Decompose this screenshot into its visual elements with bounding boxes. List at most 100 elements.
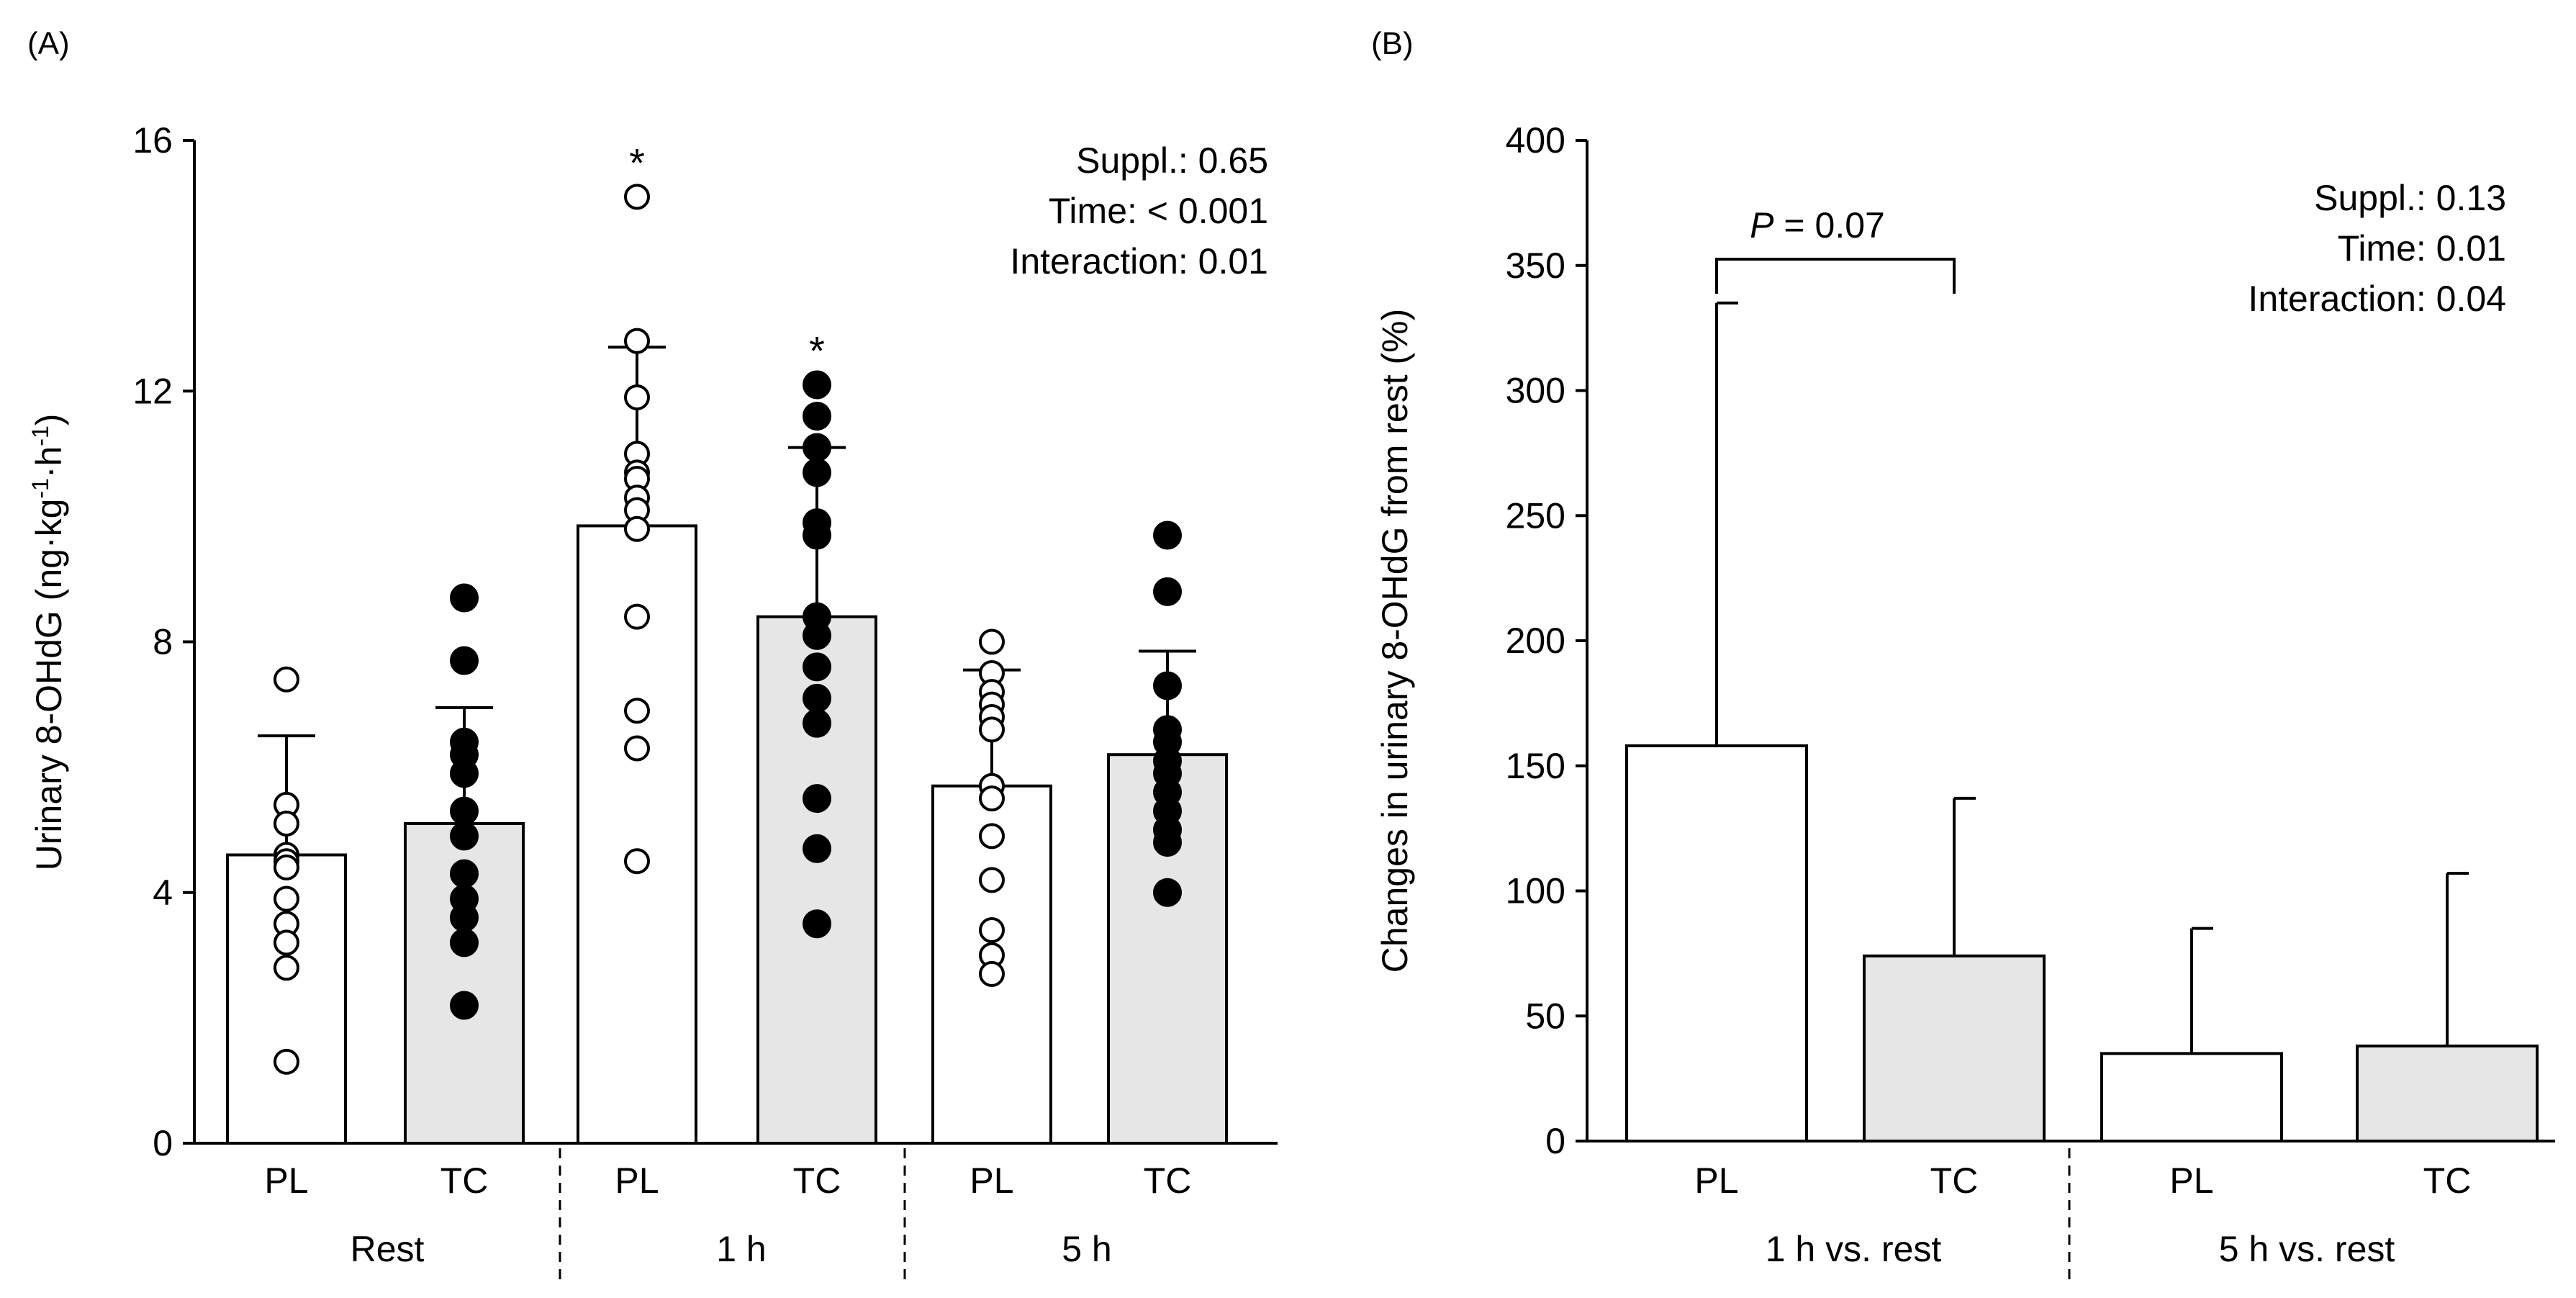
data-point — [274, 810, 299, 837]
y-tick-label: 4 — [153, 873, 173, 913]
data-point — [803, 621, 831, 650]
data-point — [979, 867, 1005, 893]
y-tick-label: 400 — [1506, 120, 1565, 161]
data-point — [450, 646, 479, 675]
panel-b-y-ticks: 0 50 100 150 200 250 300 350 400 — [1506, 120, 1587, 1161]
y-tick-label: 150 — [1506, 746, 1565, 786]
data-point — [624, 515, 650, 542]
data-point — [624, 384, 650, 410]
data-point — [979, 628, 1005, 655]
x-category-label: PL — [970, 1160, 1013, 1201]
bar — [2356, 1044, 2539, 1142]
x-category-label: PL — [264, 1160, 308, 1201]
data-point — [624, 328, 650, 354]
panel-b-marks — [1625, 258, 2539, 1142]
data-point — [450, 759, 479, 788]
y-tick-label: 0 — [153, 1123, 173, 1163]
data-point — [274, 885, 299, 912]
panel-b-stat-suppl: Suppl.: 0.13 — [2314, 178, 2506, 218]
data-point — [979, 916, 1005, 943]
y-tick-label: 50 — [1525, 996, 1565, 1036]
y-tick-label: 300 — [1506, 371, 1565, 411]
data-point — [450, 903, 479, 932]
data-point — [1153, 520, 1182, 550]
x-category-label: TC — [793, 1160, 841, 1201]
data-point — [803, 784, 831, 813]
data-point — [274, 955, 299, 981]
data-point — [979, 823, 1005, 849]
panel-b-x-categories: PL TC PL TC — [1694, 1160, 2471, 1201]
y-tick-label: 8 — [153, 622, 173, 662]
data-point — [979, 716, 1005, 743]
x-category-label: TC — [1930, 1160, 1979, 1201]
data-point — [450, 859, 479, 888]
y-tick-label: 200 — [1506, 621, 1565, 661]
data-point — [803, 433, 831, 462]
significance-bracket-label: P = 0.07 — [1750, 205, 1885, 245]
data-point — [1153, 671, 1182, 700]
bar — [1863, 954, 2046, 1142]
x-category-label: TC — [1144, 1160, 1192, 1201]
significance-bracket — [1715, 258, 1956, 294]
data-point — [1153, 878, 1182, 907]
panel-a-y-ticks: 0 4 8 12 16 — [132, 120, 194, 1163]
x-category-label: PL — [1694, 1160, 1738, 1201]
panel-a-group-1h: 1 h — [716, 1229, 767, 1269]
x-category-label: PL — [2169, 1160, 2213, 1201]
data-point — [803, 402, 831, 431]
data-point — [624, 735, 650, 762]
data-point — [979, 960, 1005, 987]
bar — [2100, 1052, 2283, 1142]
panel-a-stat-interaction: Interaction: 0.01 — [1010, 241, 1268, 281]
data-point — [803, 683, 831, 713]
x-category-label: TC — [440, 1160, 489, 1201]
data-point — [274, 929, 299, 956]
data-point — [274, 854, 299, 880]
data-point — [274, 1048, 299, 1075]
panel-b: (B) 0 50 100 150 200 250 300 350 400 PL TC PL TC 1 … — [1371, 26, 2555, 1281]
panel-a-marks: ** — [226, 140, 1228, 1145]
x-category-label: PL — [615, 1160, 659, 1201]
data-point — [803, 708, 831, 738]
panel-b-stat-time: Time: 0.01 — [2338, 228, 2506, 269]
data-point — [450, 821, 479, 851]
panel-b-y-axis-label: Changes in urinary 8-OHdG from rest (%) — [1375, 309, 1415, 973]
data-point — [450, 583, 479, 613]
y-tick-label: 250 — [1506, 495, 1565, 536]
data-point — [1153, 577, 1182, 606]
data-point — [624, 848, 650, 875]
panel-a-group-rest: Rest — [351, 1229, 425, 1269]
data-point — [274, 666, 299, 693]
data-point — [803, 370, 831, 400]
data-point — [624, 698, 650, 724]
bar — [1625, 744, 1808, 1142]
x-category-label: TC — [2423, 1160, 2472, 1201]
data-point — [803, 652, 831, 682]
panel-a-y-axis-label: Urinary 8-OHdG (ng·kg-1·h-1) — [27, 414, 69, 871]
panel-b-label: (B) — [1371, 26, 1414, 61]
significance-marker: * — [809, 328, 825, 374]
panel-b-group-1h-vs-rest: 1 h vs. rest — [1766, 1229, 1942, 1269]
data-point — [624, 184, 650, 210]
significance-marker: * — [629, 140, 645, 185]
panel-b-group-5h-vs-rest: 5 h vs. rest — [2219, 1229, 2395, 1269]
data-point — [450, 928, 479, 957]
panel-b-stat-interaction: Interaction: 0.04 — [2248, 279, 2506, 319]
data-point — [1153, 828, 1182, 857]
panel-a-label: (A) — [27, 26, 70, 61]
y-tick-label: 12 — [132, 371, 173, 411]
data-point — [979, 785, 1005, 812]
panel-a-stat-suppl: Suppl.: 0.65 — [1076, 140, 1268, 181]
panel-a-group-5h: 5 h — [1062, 1229, 1112, 1269]
data-point — [450, 991, 479, 1020]
data-point — [450, 796, 479, 826]
data-point — [803, 909, 831, 939]
data-point — [803, 520, 831, 550]
y-tick-label: 100 — [1506, 871, 1565, 911]
data-point — [803, 834, 831, 863]
y-tick-label: 16 — [132, 120, 173, 161]
data-point — [624, 603, 650, 630]
panel-a-stat-time: Time: < 0.001 — [1049, 191, 1268, 231]
